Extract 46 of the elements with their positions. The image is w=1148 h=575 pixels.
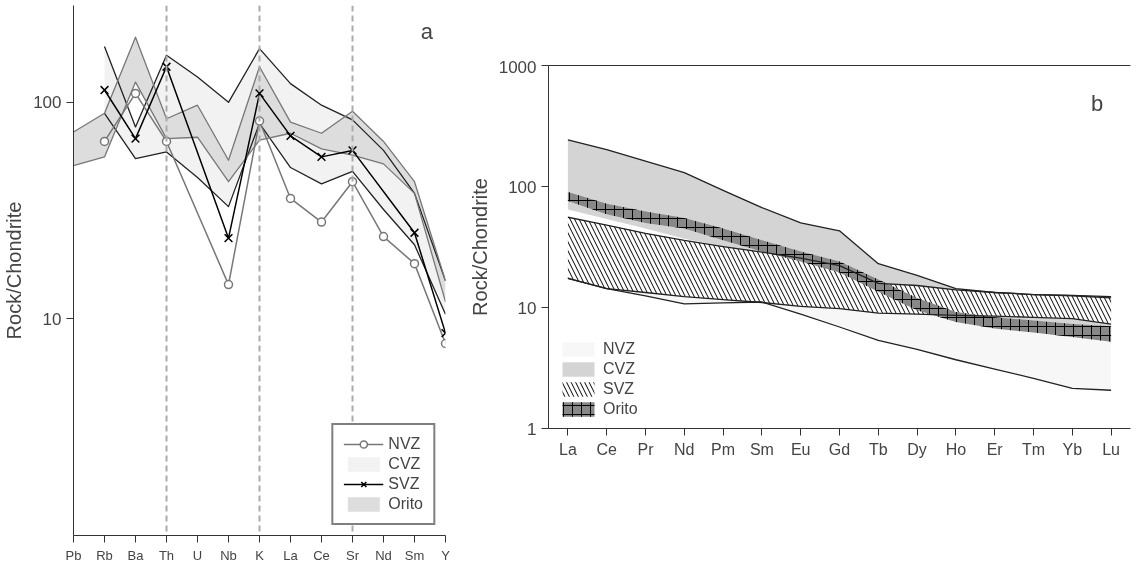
y-axis-title: Rock/Chondrite bbox=[468, 178, 491, 316]
y-tick-label: 100 bbox=[33, 93, 62, 113]
x-tick-label: Sm bbox=[749, 440, 774, 458]
annotation: b bbox=[1091, 90, 1104, 116]
legend-label: CVZ bbox=[603, 360, 635, 378]
x-tick-label: Pb bbox=[65, 547, 82, 563]
x-tick-label: Ce bbox=[596, 440, 618, 458]
x-tick-label: Gd bbox=[828, 440, 851, 458]
x-tick-label: Pm bbox=[711, 440, 736, 458]
x-tick-label: Nb bbox=[220, 547, 237, 563]
legend-label: SVZ bbox=[388, 475, 420, 493]
x-tick-label: Pr bbox=[637, 440, 655, 458]
y-tick-label: 10 bbox=[42, 309, 62, 329]
legend-label: Orito bbox=[388, 495, 423, 513]
legend-label: CVZ bbox=[388, 455, 421, 473]
x-tick-label: Dy bbox=[907, 440, 927, 458]
x-tick-label: La bbox=[283, 547, 299, 563]
legend-label: NVZ bbox=[603, 340, 635, 358]
x-tick-label: La bbox=[559, 440, 577, 458]
legend-label: SVZ bbox=[603, 380, 635, 398]
annotation: a bbox=[420, 18, 434, 44]
y-tick-label: 10 bbox=[517, 298, 537, 318]
x-tick-label: Eu bbox=[790, 440, 811, 458]
y-tick-label: 1 bbox=[527, 419, 537, 439]
legend-label: Orito bbox=[603, 400, 638, 418]
x-tick-label: Nd bbox=[375, 547, 392, 563]
x-tick-label: Sr bbox=[346, 547, 360, 563]
x-tick-label: Ba bbox=[127, 547, 145, 563]
x-tick-label: Nd bbox=[674, 440, 695, 458]
x-tick-label: Y bbox=[441, 547, 451, 563]
x-tick-label: Lu bbox=[1102, 440, 1120, 458]
x-tick-label: K bbox=[255, 547, 265, 563]
y-tick-label: 100 bbox=[508, 177, 537, 197]
x-tick-label: U bbox=[192, 547, 203, 563]
x-tick-label: Rb bbox=[96, 547, 113, 563]
y-tick-label: 1000 bbox=[498, 57, 537, 77]
x-tick-label: Th bbox=[158, 547, 175, 563]
x-tick-label: Tm bbox=[1021, 440, 1046, 458]
x-tick-label: Er bbox=[986, 440, 1004, 458]
x-tick-label: Ce bbox=[313, 547, 330, 563]
legend-label: NVZ bbox=[388, 435, 421, 453]
y-axis-title: Rock/Chondrite bbox=[3, 201, 26, 340]
x-tick-label: Ho bbox=[945, 440, 967, 458]
x-tick-label: Yb bbox=[1062, 440, 1083, 458]
x-tick-label: Tb bbox=[868, 440, 888, 458]
x-tick-label: Sm bbox=[404, 547, 425, 563]
